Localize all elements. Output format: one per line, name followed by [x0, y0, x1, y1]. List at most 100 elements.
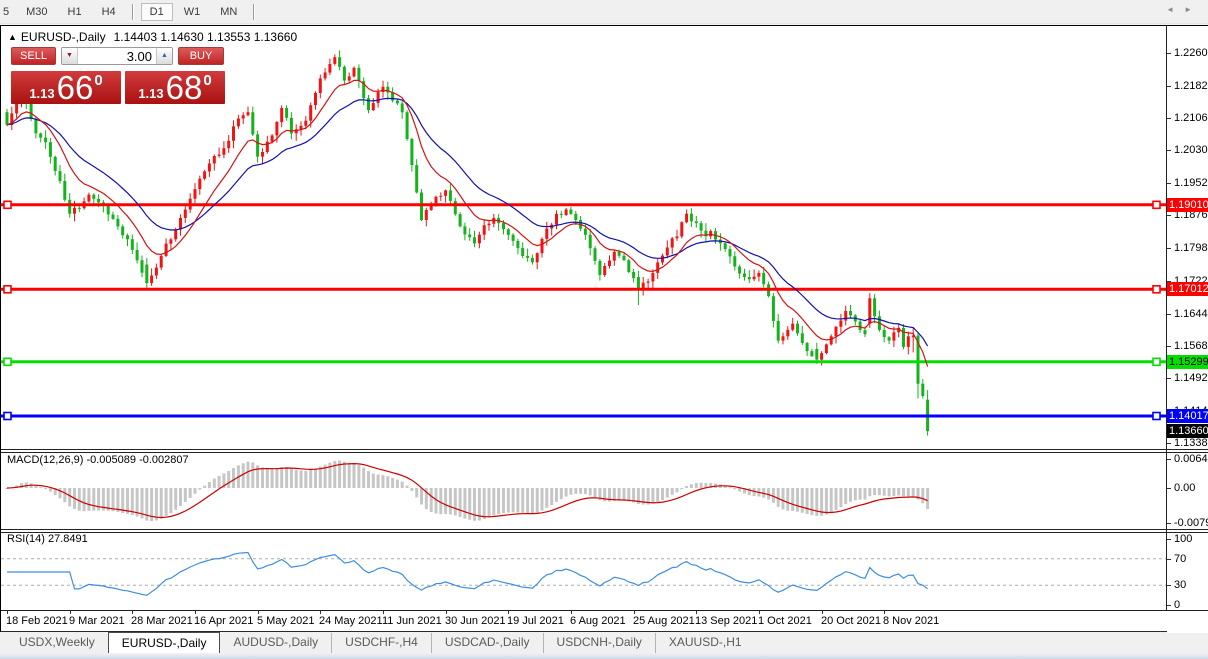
timeframe-button-5[interactable]: 5: [3, 5, 10, 18]
volume-decrease-icon[interactable]: ▼: [62, 48, 78, 64]
level-anchor-icon[interactable]: [3, 357, 12, 367]
y-axis-tick: [1167, 378, 1171, 379]
macd-pane-separator[interactable]: [1, 449, 1208, 450]
timeframe-button-mn[interactable]: MN: [220, 5, 238, 18]
price-axis[interactable]: 1.22600 1.21820 1.21060 1.20300 1.19520 1.187…: [1167, 26, 1208, 633]
x-axis-label: 5 May 2021: [257, 615, 315, 627]
macd-axis-label: 0.00: [1174, 482, 1196, 494]
y-axis-label: 1.19520: [1174, 177, 1208, 189]
x-axis-label: 25 Aug 2021: [633, 615, 695, 627]
x-axis-tick: [571, 611, 572, 614]
chart-tab-usdcad-[interactable]: USDCAD-,Daily: [430, 633, 543, 653]
timeframe-button-m30[interactable]: M30: [26, 5, 48, 18]
chart-tab-usdchf-[interactable]: USDCHF-,H4: [331, 633, 431, 653]
y-axis-tick: [1167, 605, 1171, 606]
x-axis-label: 8 Nov 2021: [883, 615, 940, 627]
x-axis-label: 19 Jul 2021: [507, 615, 564, 627]
sell-price-sup: 0: [94, 72, 103, 89]
chart-symbol-period: EURUSD-,Daily: [20, 30, 106, 44]
buy-price-big: 68: [165, 69, 203, 106]
macd-axis-label: 0.006485: [1174, 453, 1208, 465]
rsi-pane-separator[interactable]: [1, 529, 1208, 530]
y-axis-label: 1.17980: [1174, 242, 1208, 254]
y-axis-tick: [1167, 585, 1171, 586]
x-axis-tick: [884, 611, 885, 614]
y-axis-tick: [1167, 53, 1171, 54]
buy-price-prefix: 1.13: [138, 86, 164, 101]
x-axis-label: 20 Oct 2021: [821, 615, 881, 627]
chart-title: ▲ EURUSD-,Daily 1.14403 1.14630 1.13553 1.…: [8, 30, 297, 44]
chart-tab-xauusd-[interactable]: XAUUSD-,H1: [654, 633, 755, 653]
volume-increase-icon[interactable]: ▲: [156, 48, 172, 64]
level-price-badge-3: 1.14017: [1167, 409, 1208, 423]
timeframe-button-h4[interactable]: H4: [101, 5, 116, 18]
level-anchor-icon[interactable]: [3, 200, 12, 210]
rsi-axis-label: 100: [1174, 533, 1193, 545]
date-axis-separator: [1, 610, 1208, 611]
y-axis-label: 1.20300: [1174, 144, 1208, 156]
rsi-axis-label: 0: [1174, 599, 1181, 611]
y-axis-tick: [1167, 488, 1171, 489]
candles-layer: [5, 50, 930, 436]
y-axis-tick: [1167, 281, 1171, 282]
y-axis-label: 1.15680: [1174, 340, 1208, 352]
y-axis-tick: [1167, 314, 1171, 315]
level-anchor-icon[interactable]: [3, 411, 12, 421]
y-axis-label: 1.21820: [1174, 80, 1208, 92]
timeframe-button-h1[interactable]: H1: [67, 5, 82, 18]
level-anchor-icon[interactable]: [1152, 200, 1161, 210]
sell-price-box[interactable]: 1.13 66 0: [11, 71, 121, 104]
chart-ohlc-values: 1.14403 1.14630 1.13553 1.13660: [113, 30, 298, 44]
macd-indicator-label: MACD(12,26,9) -0.005089 -0.002807: [7, 454, 189, 466]
volume-input[interactable]: [78, 48, 156, 64]
level-anchor-icon[interactable]: [1152, 411, 1161, 421]
tab-scroll-left-icon[interactable]: ◄: [1166, 5, 1185, 14]
y-axis-label: 1.21060: [1174, 112, 1208, 124]
chart-tab-bar: USDX,Weekly EURUSD-,Daily AUDUSD-,Daily USD…: [0, 632, 1208, 653]
level-price-badge-2: 1.15299: [1167, 355, 1208, 369]
ma-slow-line: [6, 97, 929, 347]
level-anchor-icon[interactable]: [1152, 284, 1161, 294]
chart-plot-area[interactable]: ▲ EURUSD-,Daily 1.14403 1.14630 1.13553 1.…: [1, 26, 1167, 633]
buy-price-box[interactable]: 1.13 68 0: [125, 71, 225, 104]
chart-tab-eurusd-[interactable]: EURUSD-,Daily: [107, 632, 221, 653]
y-axis-tick: [1167, 523, 1171, 524]
tab-scroll-right-icon[interactable]: ►: [1184, 5, 1202, 14]
chart-tab-usdx[interactable]: USDX,Weekly: [19, 635, 95, 649]
timeframe-button-w1[interactable]: W1: [183, 5, 201, 18]
y-axis-tick: [1167, 559, 1171, 560]
x-axis-tick: [383, 611, 384, 614]
level-anchor-icon[interactable]: [3, 284, 12, 294]
sell-price-prefix: 1.13: [29, 86, 55, 101]
rsi-pane-separator-inner: [1, 532, 1208, 533]
status-strip: [0, 653, 1208, 659]
price-chart-canvas[interactable]: [1, 26, 1167, 633]
level-price-badge-1: 1.17012: [1167, 282, 1208, 296]
rsi-axis-label: 30: [1174, 579, 1187, 591]
ma-fast-line: [6, 79, 929, 367]
timeframe-button-d1[interactable]: D1: [140, 2, 173, 21]
x-axis-label: 28 Mar 2021: [131, 615, 193, 627]
y-axis-tick: [1167, 183, 1171, 184]
tab-scroll-arrows: ◄►: [1166, 5, 1202, 14]
x-axis-tick: [822, 611, 823, 614]
x-axis-label: 13 Sep 2021: [695, 615, 758, 627]
toolbar-separator: [131, 3, 134, 20]
x-axis-tick: [132, 611, 133, 614]
x-axis-label: 30 Jun 2021: [445, 615, 506, 627]
x-axis-tick: [7, 611, 8, 614]
sell-price-big: 66: [56, 69, 94, 106]
buy-button[interactable]: BUY: [178, 47, 224, 65]
sell-button[interactable]: SELL: [11, 47, 56, 65]
chart-window: ▲ EURUSD-,Daily 1.14403 1.14630 1.13553 1.…: [0, 25, 1208, 633]
x-axis-label: 6 Aug 2021: [570, 615, 626, 627]
y-axis-tick: [1167, 539, 1171, 540]
y-axis-label: 1.16440: [1174, 308, 1208, 320]
price-axis-border: [1166, 26, 1167, 610]
level-anchor-icon[interactable]: [1152, 357, 1161, 367]
chart-tab-usdcnh-[interactable]: USDCNH-,Daily: [542, 633, 655, 653]
macd-axis-label: -0.007947: [1174, 517, 1208, 529]
chart-tab-audusd-[interactable]: AUDUSD-,Daily: [233, 635, 319, 649]
